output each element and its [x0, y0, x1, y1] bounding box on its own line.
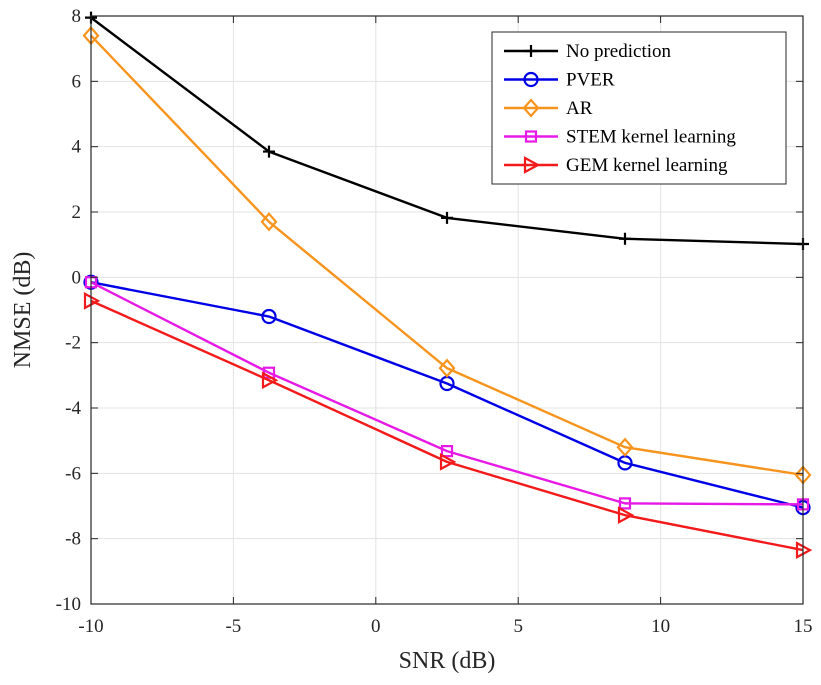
legend-marker — [524, 130, 538, 143]
legend-item: STEM kernel learning — [504, 127, 736, 148]
data-point — [438, 358, 456, 378]
data-point — [619, 232, 631, 245]
x-tick-label: 10 — [651, 616, 670, 637]
legend-marker — [523, 71, 539, 88]
x-tick-label: 0 — [371, 616, 381, 637]
data-point — [618, 497, 632, 510]
series-line — [90, 299, 804, 552]
x-axis-label: SNR (dB) — [399, 648, 496, 674]
legend-item: GEM kernel learning — [504, 155, 728, 176]
legend: No prediction PVER AR STEM kernel learning G… — [491, 31, 787, 185]
data-point — [260, 212, 278, 232]
series-2 — [82, 25, 812, 485]
data-point — [261, 371, 279, 390]
series-line — [90, 281, 804, 506]
y-tick-label: 2 — [72, 202, 82, 223]
legend-item: AR — [504, 98, 593, 119]
series-line — [90, 34, 804, 477]
legend-label: STEM kernel learning — [566, 127, 736, 148]
plot-frame — [90, 15, 804, 605]
legend-label: AR — [566, 98, 593, 119]
legend-label: No prediction — [566, 41, 672, 62]
x-tick-label: 15 — [794, 616, 813, 637]
data-point — [263, 145, 275, 158]
y-tick-label: 8 — [72, 6, 82, 27]
legend-marker — [525, 45, 537, 57]
data-point — [439, 453, 457, 471]
y-tick-label: -10 — [56, 594, 81, 615]
series-line — [90, 281, 804, 509]
y-tick-label: -4 — [65, 398, 81, 419]
legend-label: PVER — [566, 70, 615, 91]
y-axis-label: NMSE (dB) — [10, 252, 36, 369]
y-tick-label: 4 — [72, 137, 82, 158]
data-point — [617, 506, 635, 524]
y-tick-label: 0 — [72, 267, 82, 288]
y-tick-label: -6 — [65, 463, 81, 484]
legend-label: GEM kernel learning — [566, 155, 728, 176]
data-point — [441, 211, 453, 224]
data-point — [261, 308, 277, 325]
legend-marker — [522, 98, 540, 118]
y-tick-label: 6 — [72, 71, 82, 92]
series-1 — [83, 274, 811, 516]
series-group — [82, 11, 813, 559]
legend-item: PVER — [504, 70, 615, 91]
y-tick-label: -2 — [65, 333, 81, 354]
y-tick-label: -8 — [65, 529, 81, 550]
axes: -10 -5 0 5 10 15 -10 -8 -6 -4 -2 0 2 4 6 8 — [56, 6, 813, 637]
data-point — [440, 445, 454, 458]
data-point — [616, 437, 634, 457]
x-tick-label: -10 — [78, 616, 103, 637]
x-tick-label: 5 — [513, 616, 523, 637]
series-3 — [84, 276, 810, 511]
legend-item: No prediction — [504, 41, 672, 62]
x-tick-label: -5 — [225, 616, 241, 637]
legend-marker — [523, 156, 541, 174]
